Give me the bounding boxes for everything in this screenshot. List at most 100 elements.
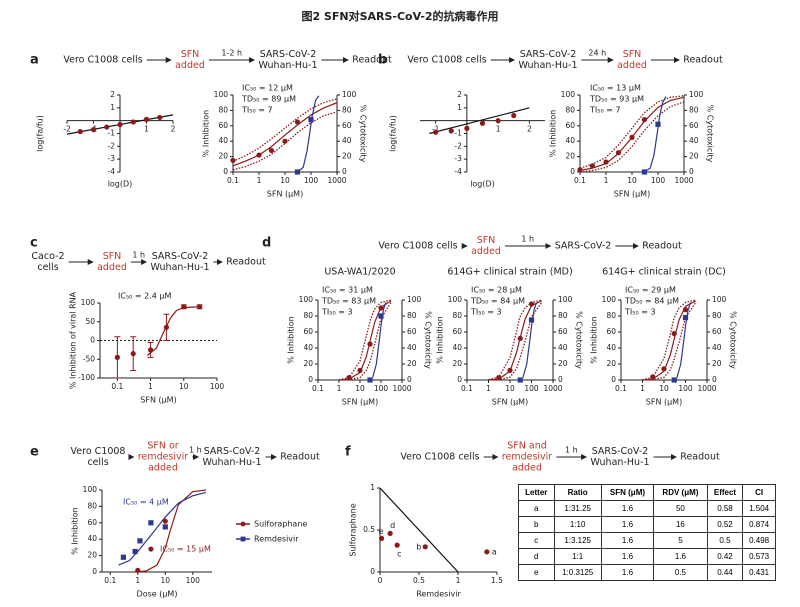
x-axis-label: Dose (μM) xyxy=(137,590,178,599)
y2-axis-label: % Cytotoxicity xyxy=(729,311,738,369)
flow-text: SFN xyxy=(103,251,122,262)
marker xyxy=(130,119,136,125)
y-axis-label: % Inhibition xyxy=(590,316,599,364)
flow-step: Readout xyxy=(226,257,266,268)
table-cell: a xyxy=(518,500,555,517)
flow-text: remdesivir xyxy=(502,452,553,463)
marker xyxy=(661,366,667,372)
table-cell: 0.42 xyxy=(706,548,744,565)
flow-text: SARS-CoV-2 xyxy=(555,241,612,252)
marker xyxy=(162,518,168,524)
marker xyxy=(394,542,400,548)
table-cell: 1:0.3125 xyxy=(553,564,602,581)
marker xyxy=(495,118,501,124)
y-tick-label: 0 xyxy=(308,375,313,384)
annotation: TI₅₀ = 3 xyxy=(624,308,656,317)
annotation: TD₅₀ = 89 μM xyxy=(241,95,296,104)
table-cell: 1.6 xyxy=(653,548,708,565)
chart: 0.1 1 10 100 1000020406080100020406080100SFN… xyxy=(287,267,433,407)
confidence-band xyxy=(232,98,338,162)
x-tick-label: 1 xyxy=(640,384,645,393)
marker xyxy=(603,159,609,165)
x-tick-label: 10 xyxy=(355,384,365,393)
chart: 0.1 1 10 100 -100 -50 0 50 100 SFN (μM) % Inhibiti… xyxy=(69,291,225,404)
flow-text: SARS-CoV-2 xyxy=(204,446,261,457)
flow-text: Wuhan-Hu-1 xyxy=(258,60,317,71)
y-tick-label: 0 xyxy=(570,167,575,176)
flow-text: Vero C1008 cells xyxy=(63,55,142,66)
y-axis-label: % Inhibition xyxy=(71,507,80,555)
x-axis-label: SFN (μM) xyxy=(614,190,650,199)
marker xyxy=(378,535,385,542)
annotation: IC₅₀ = 13 μM xyxy=(590,84,641,93)
chart: 0.1 1 10 100 0 20 40 60 80 100 Dose (μM) % Inhibiti… xyxy=(71,485,308,599)
marker xyxy=(641,169,648,175)
marker xyxy=(240,536,246,542)
y-tick-label: -1 xyxy=(108,129,116,138)
marker xyxy=(378,313,384,319)
x-tick-label: 2 xyxy=(171,125,176,134)
x-tick-label: 1 xyxy=(604,176,609,185)
marker xyxy=(641,117,648,123)
marker xyxy=(671,377,677,383)
y-tick-label: 60 xyxy=(218,121,228,130)
y-tick-label: 80 xyxy=(606,311,616,320)
annotation: IC₅₀ = 29 μM xyxy=(625,286,676,295)
marker xyxy=(671,331,677,337)
table-cell: 50 xyxy=(653,500,708,517)
panel-label: b xyxy=(378,53,387,68)
marker xyxy=(282,138,288,144)
chart: 0 0.5 1 1.5 0 0.5 1 Remdesivir Sulforaphane a b c de xyxy=(349,483,504,599)
fit-line xyxy=(137,489,206,573)
y-tick-label: 50 xyxy=(85,317,95,326)
marker xyxy=(589,163,596,169)
table-row: d 1:1 1.6 1.6 0.42 0.573 xyxy=(518,548,776,565)
marker xyxy=(511,112,517,119)
y2-tick-label: 40 xyxy=(689,136,699,145)
annotation: IC₅₀ = 2.4 μM xyxy=(118,292,172,301)
chart: 0.1 1 10 100 1000020406080100020406080100SFN… xyxy=(549,84,715,199)
point-label: e xyxy=(379,527,384,536)
marker xyxy=(682,315,689,321)
x-axis-label: SFN (μM) xyxy=(492,398,528,407)
flow-step: Readout xyxy=(680,452,720,463)
y2-tick-label: 0 xyxy=(712,375,717,384)
flow-text: SFN and xyxy=(507,441,547,452)
y-tick-label: 40 xyxy=(87,534,97,543)
y2-tick-label: 20 xyxy=(342,152,352,161)
marker xyxy=(147,347,154,353)
fit-line xyxy=(379,487,459,573)
flow-text: cells xyxy=(87,457,108,468)
marker xyxy=(268,147,275,154)
flow-text: Caco-2 xyxy=(31,251,64,262)
flow-text: SARS-CoV-2 xyxy=(260,49,317,60)
table-header: Letter Ratio SFN (μM) RDV (μM) Effect CI xyxy=(518,484,776,501)
y2-tick-label: 60 xyxy=(689,121,699,130)
table-cell: 1:3.125 xyxy=(553,532,602,549)
y2-axis-label: % Cytotoxicity xyxy=(424,311,433,369)
table-cell: 0.431 xyxy=(742,564,776,581)
marker xyxy=(308,117,314,123)
y2-tick-label: 0 xyxy=(342,167,347,176)
marker xyxy=(135,567,141,573)
x-tick-label: 1 xyxy=(337,384,342,393)
table-body: a 1:31.25 1.6 50 0.58 1.504 b 1:10 1.6 16 0.52 0.87… xyxy=(518,500,776,581)
table-cell: 1.6 xyxy=(600,516,655,533)
flow-text: Readout xyxy=(280,452,320,463)
marker xyxy=(629,134,635,140)
flow-text: SARS-CoV-2 xyxy=(520,49,577,60)
table-cell: 1.504 xyxy=(742,500,776,517)
y-tick-label: 0 xyxy=(223,167,228,176)
chart: 0.1 1 10 100 1000020406080100020406080100SFN… xyxy=(436,267,584,407)
x-tick-label: 0.1 xyxy=(615,384,627,393)
table-cell: 5 xyxy=(653,532,708,549)
annotation: IC₅₀ = 15 μM xyxy=(160,545,211,554)
marker xyxy=(148,546,154,552)
marker xyxy=(130,351,136,357)
